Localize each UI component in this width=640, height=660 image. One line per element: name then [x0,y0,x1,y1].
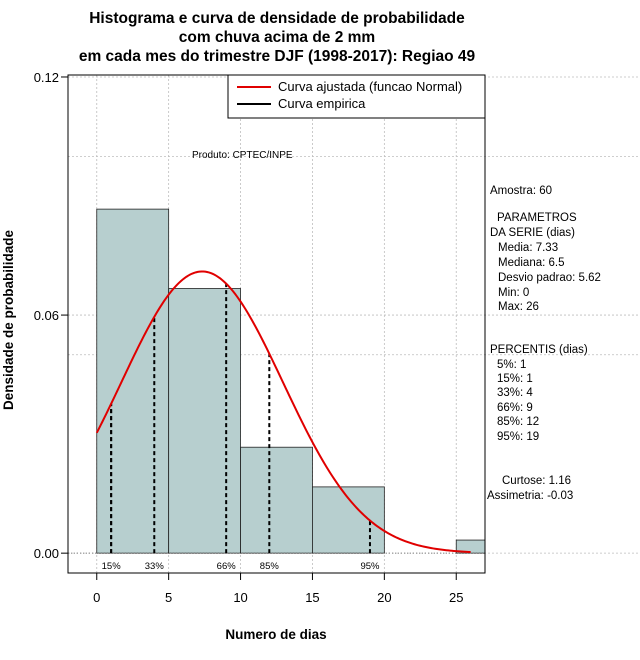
stats-panel-line: 5%: 1 [497,359,526,371]
x-axis-title: Numero de dias [225,627,326,642]
legend-label-empirical: Curva empirica [278,96,366,111]
stats-panel-line: 15%: 1 [497,373,533,385]
histogram-bar [96,208,170,554]
stats-panel-line: Min: 0 [498,287,529,299]
stats-panel-line: 95%: 19 [497,431,539,443]
y-axis-title: Densidade de probabilidade [1,229,16,410]
x-tick-label: 15 [305,590,319,605]
stats-panel-line: Curtose: 1.16 [502,475,571,487]
x-tick-label: 5 [165,590,172,605]
legend-box [227,74,486,119]
percentile-label: 95% [360,561,380,572]
stats-panel-line: DA SERIE (dias) [490,227,575,239]
x-tick-label: 10 [233,590,247,605]
percentile-label: 66% [217,561,237,572]
legend-label-fitted: Curva ajustada (funcao Normal) [278,79,462,94]
stats-panel-line: Media: 7.33 [498,242,558,254]
fitted-normal-curve [95,270,471,554]
x-tick-label: 0 [93,590,100,605]
percentile-label: 85% [260,561,280,572]
percentile-label: 33% [145,561,165,572]
stats-panel-line: Amostra: 60 [490,185,552,197]
stats-panel-line: Max: 26 [498,301,539,313]
chart-title-line: em cada mes do trimestre DJF (1998-2017)… [79,48,476,65]
product-annotation: Produto: CPTEC/INPE [192,150,293,161]
stats-panel-line: 66%: 9 [497,402,533,414]
stats-panel-line: 33%: 4 [497,387,533,399]
histogram-bar [240,446,313,554]
x-tick-label: 20 [377,590,391,605]
x-tick-label: 25 [449,590,463,605]
stats-panel-line: PERCENTIS (dias) [490,344,588,356]
y-tick-label: 0.06 [34,308,59,323]
stats-panel-line: Desvio padrao: 5.62 [498,272,601,284]
chart-title-line: Histograma e curva de densidade de proba… [89,10,465,27]
stats-panel-line: Assimetria: -0.03 [487,490,573,502]
stats-panel-line: 85%: 12 [497,416,539,428]
percentile-label: 15% [102,561,122,572]
stats-panel-line: PARAMETROS [497,212,577,224]
y-tick-label: 0.12 [34,70,59,85]
y-tick-label: 0.00 [34,546,59,561]
histogram-bar [168,288,241,554]
chart-title-line: com chuva acima de 2 mm [179,29,375,46]
stats-panel-line: Mediana: 6.5 [498,257,565,269]
